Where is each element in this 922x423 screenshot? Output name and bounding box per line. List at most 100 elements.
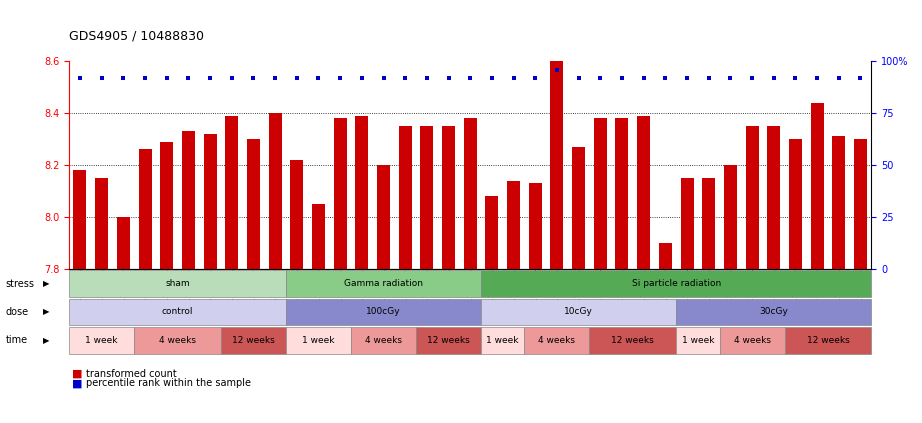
Bar	[724, 165, 737, 269]
Text: percentile rank within the sample: percentile rank within the sample	[86, 378, 251, 388]
Point	[246, 74, 261, 81]
Point	[354, 74, 369, 81]
Text: 4 weeks: 4 weeks	[160, 336, 196, 345]
Text: 100cGy: 100cGy	[366, 308, 401, 316]
Bar	[225, 116, 238, 269]
Bar	[334, 118, 347, 269]
Point	[94, 74, 109, 81]
Bar	[485, 196, 499, 269]
Point	[224, 74, 239, 81]
Bar	[810, 103, 823, 269]
Bar	[616, 118, 629, 269]
Point	[397, 74, 412, 81]
Text: 4 weeks: 4 weeks	[734, 336, 771, 345]
Text: time: time	[6, 335, 28, 345]
Bar	[528, 183, 542, 269]
Bar	[594, 118, 607, 269]
Text: ■: ■	[72, 378, 82, 388]
Bar	[312, 204, 325, 269]
Bar	[268, 113, 281, 269]
Bar	[464, 118, 477, 269]
Point	[463, 74, 478, 81]
Point	[723, 74, 738, 81]
Text: 1 week: 1 week	[681, 336, 715, 345]
Text: 1 week: 1 week	[487, 336, 519, 345]
Text: Gamma radiation: Gamma radiation	[344, 279, 423, 288]
Bar	[74, 170, 87, 269]
Text: 4 weeks: 4 weeks	[538, 336, 575, 345]
Bar	[398, 126, 412, 269]
Bar	[247, 139, 260, 269]
Text: 12 weeks: 12 weeks	[427, 336, 470, 345]
Bar	[767, 126, 780, 269]
Point	[636, 74, 651, 81]
Point	[745, 74, 760, 81]
Text: ■: ■	[72, 368, 82, 379]
Point	[528, 74, 543, 81]
Point	[290, 74, 304, 81]
Bar	[573, 147, 585, 269]
Text: ▶: ▶	[43, 336, 50, 345]
Bar	[746, 126, 759, 269]
Text: 1 week: 1 week	[86, 336, 118, 345]
Bar	[138, 149, 151, 269]
Bar	[290, 160, 303, 269]
Point	[137, 74, 152, 81]
Point	[680, 74, 694, 81]
Point	[376, 74, 391, 81]
Bar	[550, 61, 563, 269]
Text: 30cGy: 30cGy	[760, 308, 788, 316]
Point	[485, 74, 500, 81]
Bar	[854, 139, 867, 269]
Bar	[703, 178, 715, 269]
Bar	[833, 137, 845, 269]
Text: GDS4905 / 10488830: GDS4905 / 10488830	[69, 29, 204, 42]
Bar	[507, 181, 520, 269]
Bar	[355, 116, 368, 269]
Point	[810, 74, 824, 81]
Bar	[95, 178, 108, 269]
Bar	[117, 217, 130, 269]
Bar	[789, 139, 802, 269]
Text: Si particle radiation: Si particle radiation	[632, 279, 721, 288]
Bar	[659, 243, 672, 269]
Text: control: control	[161, 308, 194, 316]
Text: stress: stress	[6, 279, 34, 288]
Point	[311, 74, 325, 81]
Bar	[637, 116, 650, 269]
Bar	[182, 131, 195, 269]
Point	[73, 74, 88, 81]
Point	[832, 74, 846, 81]
Bar	[204, 134, 217, 269]
Bar	[680, 178, 693, 269]
Point	[181, 74, 195, 81]
Point	[766, 74, 781, 81]
Bar	[160, 142, 173, 269]
Point	[593, 74, 608, 81]
Point	[572, 74, 586, 81]
Point	[702, 74, 716, 81]
Text: ▶: ▶	[43, 308, 50, 316]
Text: transformed count: transformed count	[86, 368, 176, 379]
Point	[658, 74, 673, 81]
Point	[420, 74, 434, 81]
Text: 4 weeks: 4 weeks	[365, 336, 402, 345]
Point	[333, 74, 348, 81]
Bar	[377, 165, 390, 269]
Point	[116, 74, 131, 81]
Text: 1 week: 1 week	[302, 336, 335, 345]
Point	[160, 74, 174, 81]
Text: 12 weeks: 12 weeks	[807, 336, 849, 345]
Point	[203, 74, 218, 81]
Point	[506, 74, 521, 81]
Text: 12 weeks: 12 weeks	[232, 336, 275, 345]
Text: 10cGy: 10cGy	[564, 308, 593, 316]
Point	[441, 74, 455, 81]
Bar	[442, 126, 455, 269]
Text: dose: dose	[6, 307, 29, 317]
Bar	[420, 126, 433, 269]
Text: sham: sham	[165, 279, 190, 288]
Text: 12 weeks: 12 weeks	[611, 336, 655, 345]
Point	[267, 74, 282, 81]
Point	[853, 74, 868, 81]
